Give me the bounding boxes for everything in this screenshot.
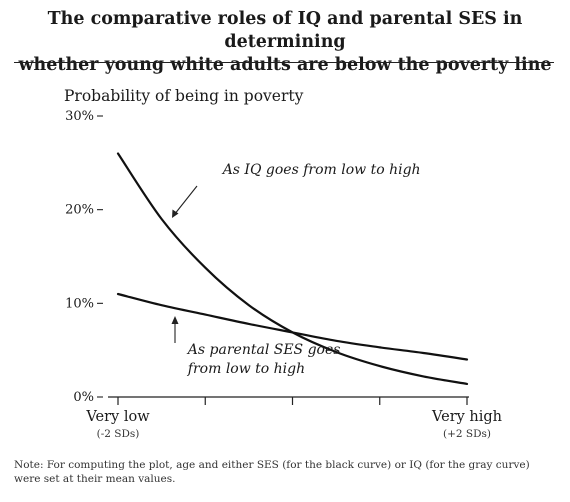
title-line-2: whether young white adults are below the… (18, 55, 552, 75)
x-tick-label: Very high (431, 409, 502, 425)
x-tick-sublabel: (-2 SDs) (97, 428, 140, 440)
title-rule (14, 62, 554, 63)
ses-arrow-head (171, 316, 179, 324)
y-tick-label: 0% (73, 390, 94, 405)
chart-note: Note: For computing the plot, age and ei… (14, 459, 530, 485)
iq-annotation-arrow (173, 185, 198, 216)
y-tick-label: 10% (65, 296, 94, 311)
y-axis-label: Probability of being in poverty (64, 87, 304, 105)
iq-arrow-head (172, 209, 179, 218)
series-line-2 (116, 292, 469, 361)
x-tick-sublabel: (+2 SDs) (443, 428, 491, 440)
x-tick-label: Very low (85, 409, 150, 425)
ses-curve-annotation-line2: from low to high (187, 361, 305, 377)
chart-title: The comparative roles of IQ and parental… (0, 8, 570, 77)
y-tick-label: 20% (65, 203, 94, 218)
ses-curve-annotation: As parental SES goes (186, 342, 341, 358)
y-tick-label: 30% (65, 109, 94, 124)
iq-curve-annotation: As IQ goes from low to high (221, 162, 421, 178)
title-line-1: The comparative roles of IQ and parental… (47, 9, 523, 52)
